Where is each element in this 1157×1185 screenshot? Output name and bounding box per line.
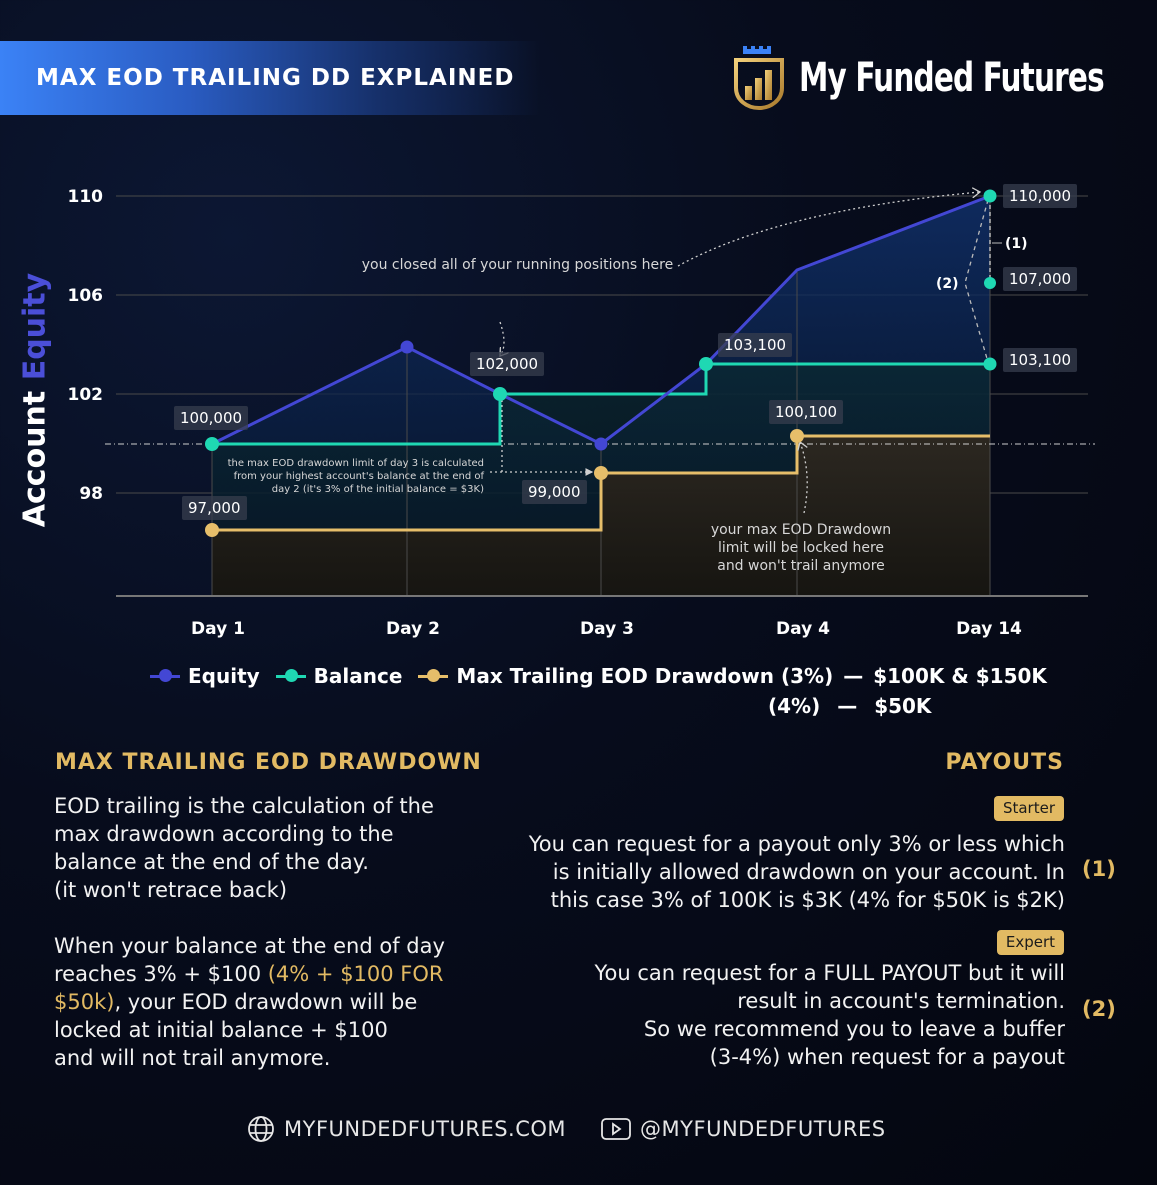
legend-row2: (4%) — $50K — [768, 694, 932, 718]
marker-1: (1) — [1005, 236, 1028, 252]
equity-swatch-icon — [150, 669, 180, 683]
x-tick-day3: Day 3 — [580, 619, 634, 639]
shield-bar-chart-crown-icon — [734, 46, 784, 110]
x-tick-day2: Day 2 — [386, 619, 440, 639]
label-d1-balance: 100,000 — [174, 406, 249, 430]
label-d14-equity: 110,000 — [1003, 184, 1078, 208]
annotation-closed-positions: you closed all of your running positions… — [361, 257, 674, 273]
starter-text: You can request for a payout only 3% or … — [528, 832, 1065, 912]
drawdown-paragraph-2: When your balance at the end of day reac… — [54, 934, 445, 1070]
expert-ref-marker: (2) — [1082, 997, 1116, 1021]
title-banner: MAX EOD TRAILING DD EXPLAINED — [0, 41, 540, 115]
brand-logo: My Funded Futures — [733, 46, 1157, 110]
x-tick-day14: Day 14 — [956, 619, 1022, 639]
youtube-play-icon — [601, 1118, 631, 1140]
label-d14-balance: 103,100 — [1003, 348, 1078, 372]
label-d4-drawdown: 100,100 — [769, 400, 844, 424]
drawdown-heading: MAX TRAILING EOD DRAWDOWN — [55, 750, 482, 775]
page-title: MAX EOD TRAILING DD EXPLAINED — [36, 65, 515, 91]
starter-ref-marker: (1) — [1082, 857, 1116, 881]
y-tick-110: 110 — [68, 187, 104, 207]
expert-text: You can request for a FULL PAYOUT but it… — [594, 961, 1065, 1069]
balance-line — [212, 362, 990, 446]
label-d1-drawdown: 97,000 — [182, 496, 247, 520]
y-tick-98: 98 — [79, 484, 103, 504]
label-d14-payout1: 107,000 — [1003, 267, 1078, 291]
globe-icon — [248, 1116, 274, 1142]
annotation-locked: your max EOD Drawdown limit will be lock… — [710, 522, 892, 574]
equity-chart: 110 106 102 98 Day 1 Day 2 Day 3 Day 4 D… — [68, 0, 1095, 639]
x-tick-day4: Day 4 — [776, 619, 830, 639]
drawdown-paragraph-1: EOD trailing is the calculation of the m… — [54, 794, 434, 902]
annotation-day3-calculation: the max EOD drawdown limit of day 3 is c… — [227, 458, 484, 495]
footer: MYFUNDEDFUTURES.COM @MYFUNDEDFUTURES — [246, 1114, 920, 1144]
x-tick-day1: Day 1 — [191, 619, 245, 639]
marker-2: (2) — [936, 276, 959, 292]
label-d3-drawdown: 99,000 — [522, 480, 587, 504]
balance-swatch-icon — [275, 669, 306, 683]
y-tick-102: 102 — [68, 385, 104, 405]
legend-drawdown: Max Trailing EOD Drawdown (3%) — $100K &… — [418, 664, 1047, 688]
chart-legend: Equity Balance Max Trailing EOD Drawdown… — [150, 664, 1047, 688]
drawdown-swatch-icon — [418, 669, 449, 683]
equity-points — [400, 340, 608, 451]
y-tick-106: 106 — [68, 286, 104, 306]
balance-points — [205, 189, 997, 451]
legend-balance: Balance — [275, 664, 402, 688]
label-d2-close: 102,000 — [470, 352, 545, 376]
starter-badge: Starter — [993, 796, 1064, 821]
label-d35-balance: 103,100 — [718, 333, 793, 357]
website-link[interactable]: MYFUNDEDFUTURES.COM — [246, 1114, 566, 1144]
drawdown-line — [212, 434, 990, 532]
drawdown-points — [205, 429, 804, 537]
expert-badge: Expert — [996, 930, 1064, 955]
payouts-heading: PAYOUTS — [945, 750, 1064, 775]
brand-name: My Funded Futures — [799, 55, 1105, 101]
legend-equity: Equity — [150, 664, 260, 688]
youtube-link[interactable]: @MYFUNDEDFUTURES — [600, 1116, 886, 1142]
